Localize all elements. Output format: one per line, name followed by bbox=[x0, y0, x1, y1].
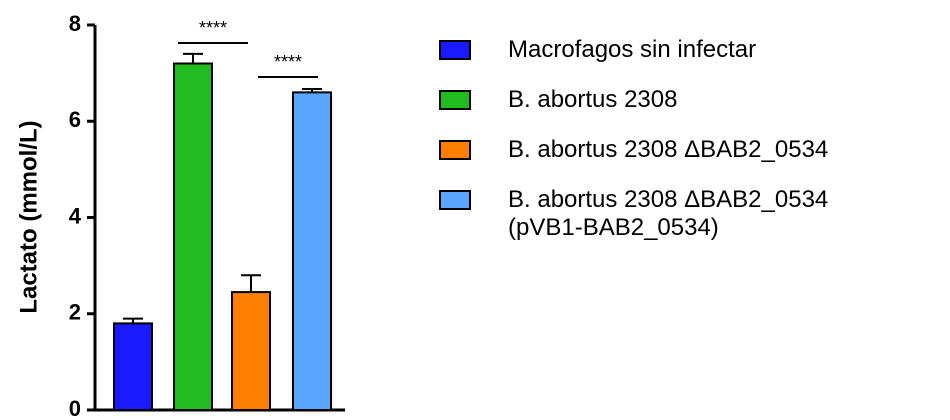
legend-swatch bbox=[439, 140, 471, 160]
legend-swatch bbox=[439, 40, 471, 60]
y-tick-label: 8 bbox=[69, 11, 81, 36]
y-axis-label: Lactato (mmol/L) bbox=[15, 120, 42, 313]
significance-label: **** bbox=[199, 18, 227, 38]
bar bbox=[113, 322, 153, 411]
legend-swatch bbox=[439, 190, 471, 210]
bar bbox=[292, 91, 332, 411]
bar bbox=[173, 62, 213, 411]
legend-label: B. abortus 2308 ΔBAB2_0534 (pVB1-BAB2_05… bbox=[508, 186, 829, 241]
bar bbox=[231, 291, 271, 411]
legend-label: Macrofagos sin infectar bbox=[508, 36, 757, 63]
legend-label: B. abortus 2308 bbox=[508, 86, 678, 113]
significance-label: **** bbox=[274, 52, 302, 72]
legend-swatch bbox=[439, 90, 471, 110]
y-tick-label: 2 bbox=[69, 300, 81, 325]
legend-label: B. abortus 2308 ΔBAB2_0534 bbox=[508, 136, 829, 163]
y-tick-label: 6 bbox=[69, 107, 81, 132]
y-tick-label: 4 bbox=[69, 203, 82, 228]
y-tick-label: 0 bbox=[69, 396, 81, 420]
